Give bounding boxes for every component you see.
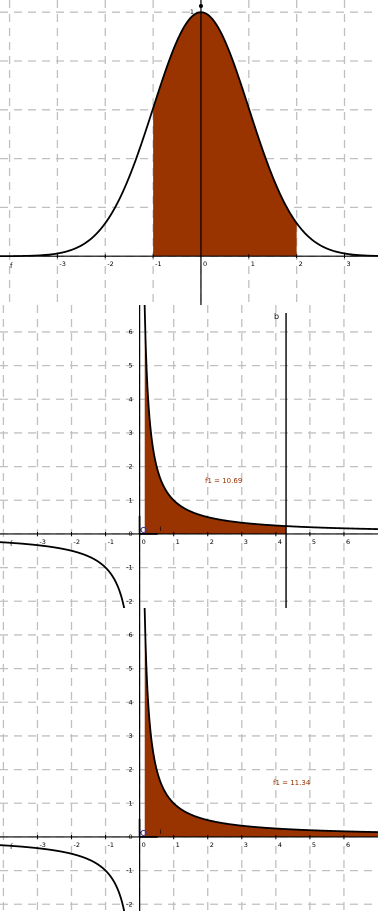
y-tick-label: 2 <box>128 766 132 774</box>
x-tick-label: 1 <box>176 538 180 546</box>
function-curve-pos <box>143 301 378 531</box>
axis-top-point <box>198 4 203 8</box>
x-tick-label: -1 <box>108 538 114 546</box>
x-tick-label: 0 <box>142 538 146 546</box>
x-tick-label: -3 <box>39 538 45 546</box>
x-tick-label: -2 <box>74 841 80 849</box>
axis-marker-label: I <box>160 526 162 533</box>
y-tick-label: -2 <box>126 900 132 908</box>
x-tick-label: 5 <box>312 538 316 546</box>
x-tick-label: 3 <box>347 260 351 268</box>
axis-marker-label: I <box>160 829 162 836</box>
x-tick-label: -2 <box>107 260 113 268</box>
x-tick-label: 1 <box>251 260 255 268</box>
y-tick-label: 5 <box>128 362 132 370</box>
function-label: f <box>10 843 13 851</box>
x-tick-label: -2 <box>74 538 80 546</box>
origin-point <box>140 526 147 534</box>
x-tick-label: 0 <box>142 841 146 849</box>
y-tick-label: 6 <box>128 631 132 639</box>
y-tick-label: 1 <box>190 8 194 16</box>
x-tick-label: 2 <box>210 538 214 546</box>
y-tick-label: 6 <box>128 328 132 336</box>
y-tick-label: 4 <box>128 698 132 706</box>
y-tick-label: -1 <box>126 867 132 875</box>
x-tick-label: 2 <box>299 260 303 268</box>
y-tick-label: 3 <box>128 429 132 437</box>
x-tick-label: 6 <box>346 538 350 546</box>
area-value-label: f1 = 11.34 <box>273 779 311 787</box>
x-tick-label: 2 <box>210 841 214 849</box>
y-tick-label: 2 <box>128 463 132 471</box>
origin-point <box>140 829 147 837</box>
shaded-area <box>144 612 378 837</box>
boundary-label-b: b <box>274 312 279 321</box>
graph-gaussian[interactable]: -3 -2 -1 0 1 2 3 1 f <box>0 0 378 305</box>
x-tick-label: 5 <box>312 841 316 849</box>
function-label: f <box>10 262 13 270</box>
y-tick-label: 3 <box>128 732 132 740</box>
x-tick-label: -1 <box>108 841 114 849</box>
x-tick-label: 3 <box>244 538 248 546</box>
y-tick-label: 0 <box>128 530 132 538</box>
function-curve-neg <box>0 541 126 609</box>
x-tick-label: -3 <box>39 841 45 849</box>
x-tick-label: 4 <box>278 841 282 849</box>
x-tick-label: 0 <box>203 260 207 268</box>
shaded-area <box>153 12 297 257</box>
function-label: f <box>10 540 13 548</box>
function-curve <box>0 11 378 258</box>
y-tick-label: 5 <box>128 665 132 673</box>
function-curve-pos <box>143 604 378 834</box>
y-tick-label: 1 <box>128 496 132 504</box>
y-tick-label: 4 <box>128 395 132 403</box>
x-tick-label: 3 <box>244 841 248 849</box>
y-tick-label: 1 <box>128 799 132 807</box>
graph-hyperbola-bounded[interactable]: b -3 -2 -1 0 1 2 3 4 5 6 6 5 4 3 2 1 0 -1 -2 f If1 = 10.69 <box>0 301 378 609</box>
x-tick-label: -1 <box>155 260 161 268</box>
x-tick-label: 6 <box>346 841 350 849</box>
x-tick-label: 4 <box>278 538 282 546</box>
x-tick-label: -3 <box>59 260 65 268</box>
shaded-area <box>144 309 287 534</box>
area-value-label: f1 = 10.69 <box>205 477 242 485</box>
y-tick-label: -1 <box>126 564 132 572</box>
x-tick-label: 1 <box>176 841 180 849</box>
function-curve-neg <box>0 844 126 912</box>
y-tick-label: -2 <box>126 597 132 605</box>
y-tick-label: 0 <box>128 833 132 841</box>
panel-gaussian-area[interactable]: -3 -2 -1 0 1 2 3 1 f <box>0 0 378 305</box>
graph-hyperbola-full[interactable]: -3 -2 -1 0 1 2 3 4 5 6 6 5 4 3 2 1 0 -1 -2 f If1 = 11.34 <box>0 604 378 912</box>
